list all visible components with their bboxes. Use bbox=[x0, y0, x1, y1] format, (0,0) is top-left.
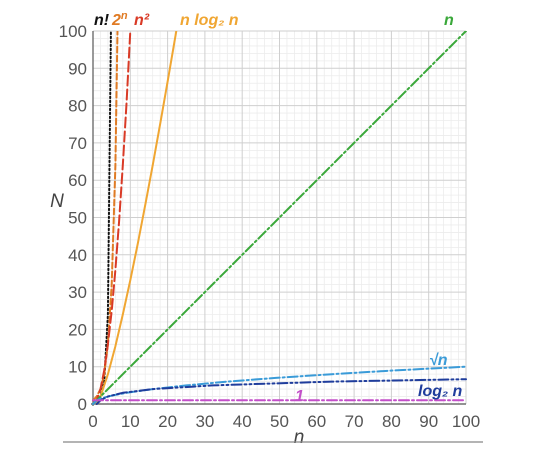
x-tick-label: 20 bbox=[158, 412, 177, 431]
x-tick-label: 40 bbox=[233, 412, 252, 431]
curve-label-part: √ bbox=[429, 352, 439, 369]
curve-label-part: 2 bbox=[111, 12, 121, 29]
y-tick-label: 60 bbox=[68, 171, 87, 190]
y-tick-label: 50 bbox=[68, 209, 87, 228]
curve-label-part: n bbox=[121, 10, 128, 22]
x-tick-label: 70 bbox=[345, 412, 364, 431]
series-line bbox=[95, 31, 178, 405]
curve-label-part: n bbox=[453, 383, 463, 400]
curve-label-part: ! bbox=[104, 12, 110, 29]
curve-label: 2n bbox=[111, 10, 128, 29]
curve-label: √n bbox=[429, 352, 448, 369]
y-tick-label: 10 bbox=[68, 358, 87, 377]
series-line bbox=[92, 31, 467, 405]
x-tick-label: 50 bbox=[270, 412, 289, 431]
series-line bbox=[92, 31, 132, 405]
curve-label: n log₂ n bbox=[180, 12, 239, 29]
x-tick-label: 10 bbox=[121, 412, 140, 431]
y-tick-label: 90 bbox=[68, 59, 87, 78]
y-tick-label: 100 bbox=[59, 22, 87, 41]
x-tick-label: 60 bbox=[307, 412, 326, 431]
y-tick-label: 20 bbox=[68, 320, 87, 339]
curve-label: 1 bbox=[295, 388, 304, 405]
y-tick-label: 30 bbox=[68, 283, 87, 302]
curve-label-part: n bbox=[180, 12, 194, 29]
curve-label: log₂ n bbox=[418, 383, 463, 400]
curve-label-part: n bbox=[444, 12, 454, 29]
curve-label-part: n bbox=[94, 12, 104, 29]
curve-label-part: n bbox=[438, 352, 448, 369]
curve-label-part: ² bbox=[144, 12, 150, 29]
curve-label-part: log₂ bbox=[418, 383, 453, 400]
x-tick-label: 100 bbox=[452, 412, 480, 431]
x-tick-label: 90 bbox=[419, 412, 438, 431]
curve-label-part: n bbox=[134, 12, 144, 29]
curve-label: n² bbox=[134, 12, 150, 29]
curve-label-part: log₂ bbox=[194, 12, 229, 29]
x-tick-label: 0 bbox=[88, 412, 97, 431]
series-layer bbox=[92, 31, 467, 405]
y-axis-label: N bbox=[50, 191, 64, 212]
x-axis-label: n bbox=[294, 427, 305, 448]
curve-label-part: n bbox=[229, 12, 239, 29]
y-tick-label: 70 bbox=[68, 134, 87, 153]
y-tick-label: 80 bbox=[68, 97, 87, 116]
curve-label: n! bbox=[94, 12, 110, 29]
curve-label-part: 1 bbox=[295, 388, 304, 405]
axes bbox=[91, 31, 466, 406]
x-tick-label: 30 bbox=[195, 412, 214, 431]
y-tick-label: 0 bbox=[78, 395, 87, 414]
curve-label: n bbox=[444, 12, 454, 29]
x-tick-label: 80 bbox=[382, 412, 401, 431]
y-tick-label: 40 bbox=[68, 246, 87, 265]
tick-labels: 0 10 20 30 40 50 60 70 80 90 100 0 10 20 30 40 50 60 70 80 9… bbox=[59, 22, 481, 431]
